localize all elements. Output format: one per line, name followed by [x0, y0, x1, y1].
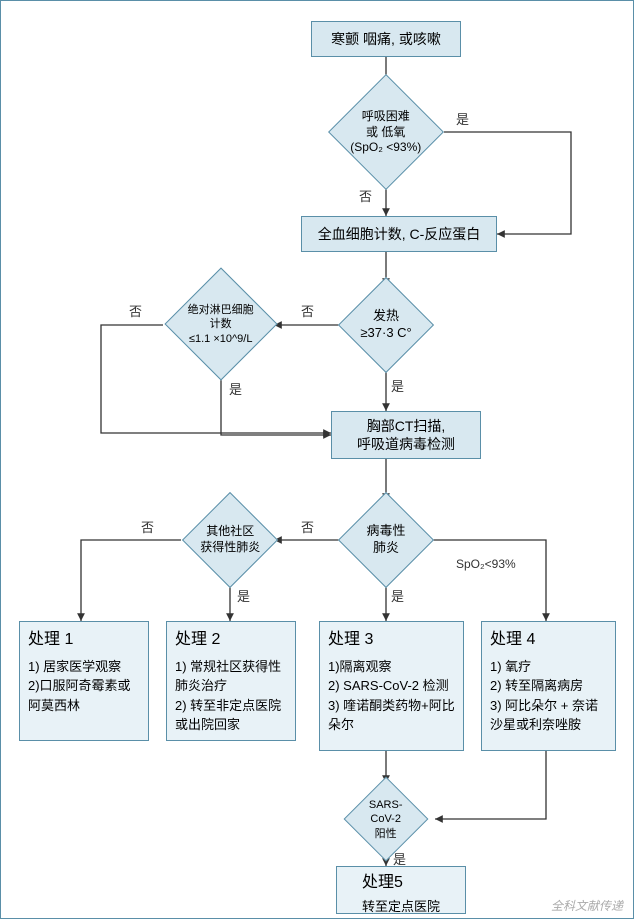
node-cap-decision: 其他社区 获得性肺炎: [182, 492, 278, 588]
node-start: 寒颤 咽痛, 或咳嗽: [311, 21, 461, 57]
node-viral-pneumonia-decision: 病毒性 肺炎: [338, 492, 434, 588]
node-cbc: 全血细胞计数, C-反应蛋白: [301, 216, 497, 252]
label-viral-spo2: SpO₂<93%: [456, 557, 516, 571]
label-cap-no: 否: [141, 517, 154, 536]
label-fever-yes: 是: [391, 376, 404, 395]
label-viral-no: 否: [301, 517, 314, 536]
edges-layer: [1, 1, 634, 920]
label-lymph-no: 否: [129, 301, 142, 320]
label-dyspnea-no: 否: [359, 186, 372, 205]
node-lymphocyte-decision: 绝对淋巴细胞 计数 ≤1.1 ×10^9/L: [164, 267, 277, 380]
node-treatment-2: 处理 21) 常规社区获得性肺炎治疗 2) 转至非定点医院或出院回家: [166, 621, 296, 741]
node-sars-positive-decision: SARS-CoV-2 阳性: [344, 777, 429, 862]
node-fever-decision: 发热 ≥37·3 C°: [338, 277, 434, 373]
label-fever-no: 否: [301, 301, 314, 320]
label-viral-yes: 是: [391, 586, 404, 605]
node-dyspnea-decision: 呼吸困难 或 低氧 (SpO₂ <93%): [328, 74, 444, 190]
label-dyspnea-yes: 是: [456, 109, 469, 128]
label-cap-yes: 是: [237, 586, 250, 605]
watermark: 全科文献传递: [551, 897, 623, 914]
node-treatment-5: 处理5转至定点医院: [336, 866, 466, 914]
node-treatment-1: 处理 11) 居家医学观察 2)口服阿奇霉素或阿莫西林: [19, 621, 149, 741]
label-lymph-yes: 是: [229, 379, 242, 398]
node-treatment-3: 处理 31)隔离观察 2) SARS-CoV-2 检测 3) 喹诺酮类药物+阿比…: [319, 621, 464, 751]
flowchart-canvas: 寒颤 咽痛, 或咳嗽 呼吸困难 或 低氧 (SpO₂ <93%) 是 否 全血细…: [0, 0, 634, 919]
node-treatment-4: 处理 41) 氧疗 2) 转至隔离病房 3) 阿比朵尔 + 奈诺沙星或利奈唑胺: [481, 621, 616, 751]
node-ct-scan: 胸部CT扫描, 呼吸道病毒检测: [331, 411, 481, 459]
